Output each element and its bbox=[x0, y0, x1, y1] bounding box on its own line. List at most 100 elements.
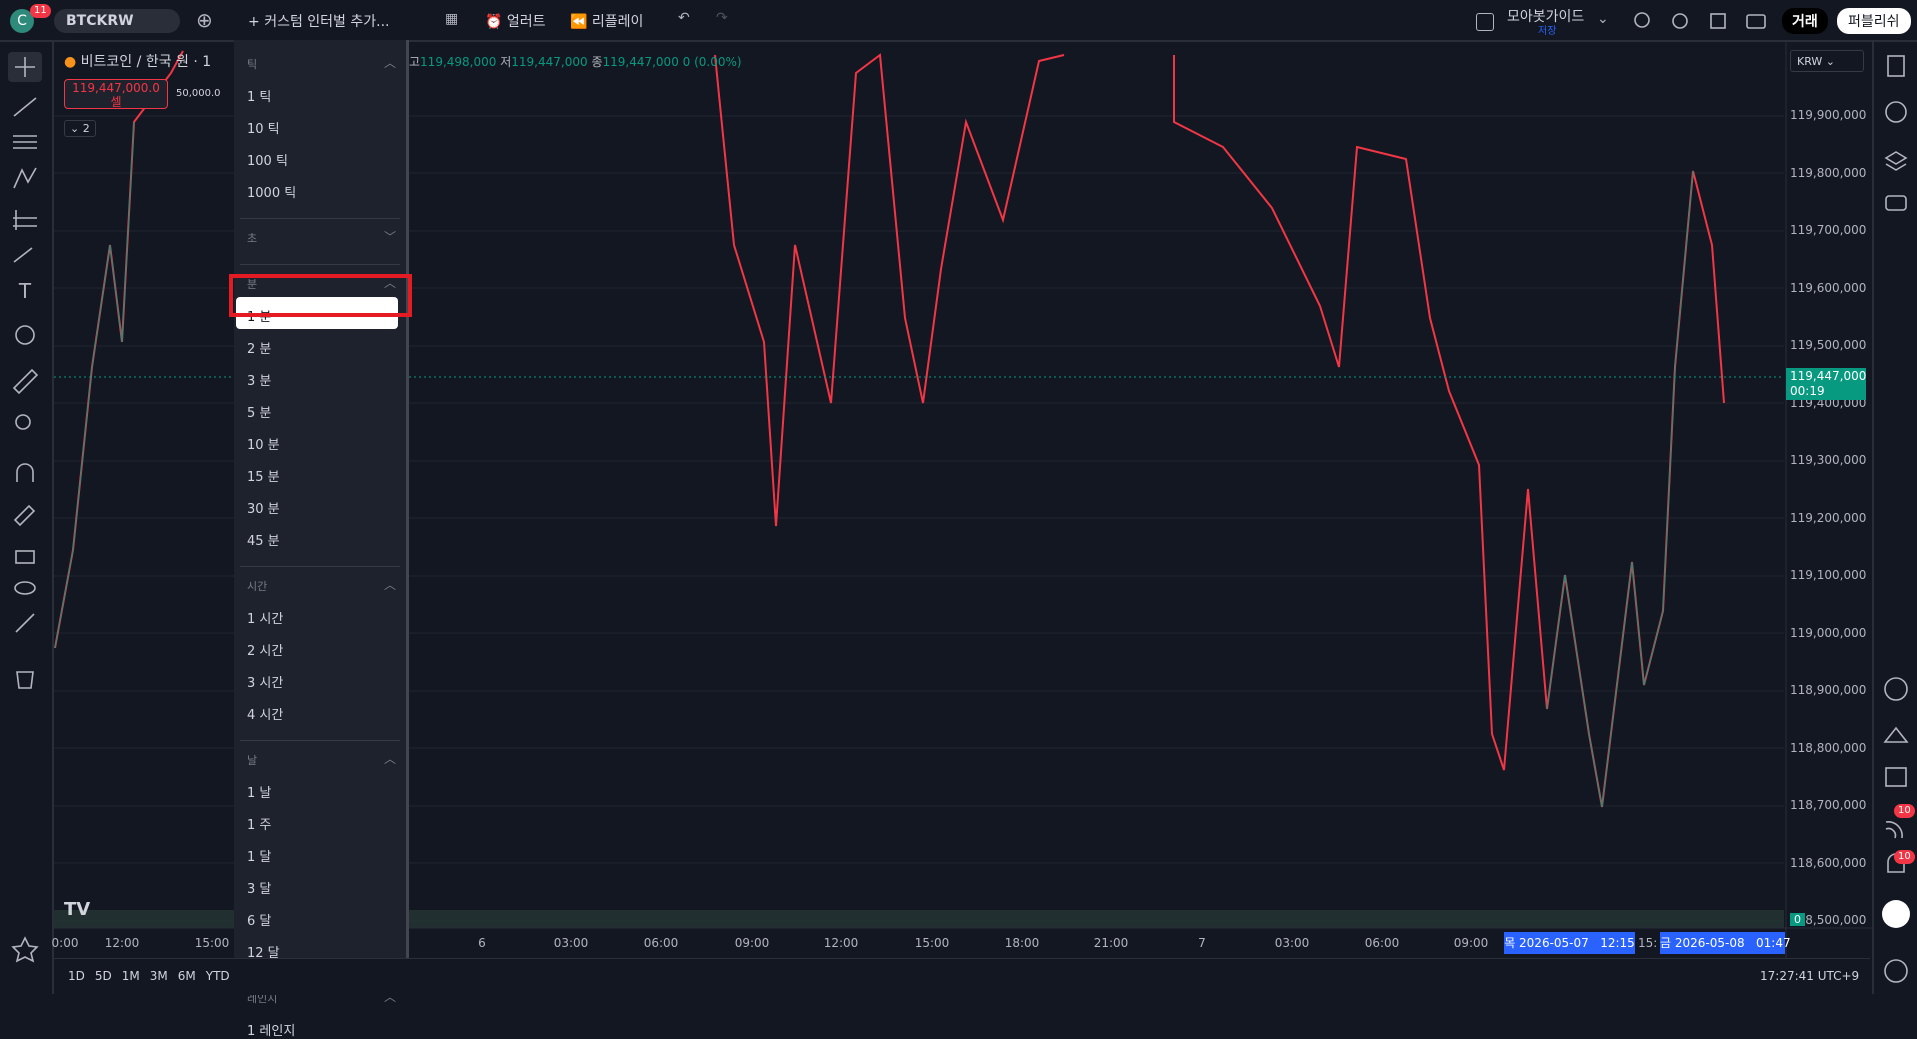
menu-item[interactable]: 6 달 bbox=[247, 914, 272, 929]
forecast-tool[interactable] bbox=[13, 210, 37, 230]
menu-item[interactable]: 2 시간 bbox=[247, 644, 284, 659]
range-button[interactable]: 1M bbox=[121, 969, 140, 983]
chat-icon[interactable] bbox=[1885, 195, 1907, 211]
crosshair-tool[interactable] bbox=[15, 57, 35, 77]
range-button[interactable]: 1D bbox=[68, 969, 85, 983]
menu-item[interactable]: 10 틱 bbox=[247, 122, 280, 137]
trade-button[interactable]: 거래 bbox=[1782, 8, 1828, 34]
undo-button[interactable]: ↶ bbox=[678, 10, 690, 26]
compare-button[interactable]: ⊕ bbox=[196, 8, 213, 32]
sell-button[interactable]: 119,447,000.0 셀 bbox=[64, 79, 168, 109]
lock-tool[interactable] bbox=[15, 550, 35, 564]
section-chevron[interactable]: ︿ bbox=[384, 752, 397, 766]
alerts-icon[interactable] bbox=[1885, 101, 1907, 123]
layout-checkbox[interactable] bbox=[1476, 13, 1494, 31]
replay-button[interactable]: ⏪ 리플레이 bbox=[570, 14, 644, 30]
right-sidebar: 10 10 bbox=[1872, 42, 1917, 994]
menu-item[interactable]: 3 분 bbox=[247, 374, 272, 389]
menu-item[interactable]: 12 달 bbox=[247, 946, 280, 961]
menu-item[interactable]: 3 시간 bbox=[247, 676, 284, 691]
fib-tool[interactable] bbox=[13, 135, 37, 149]
watchlist-icon[interactable] bbox=[1887, 55, 1905, 77]
ideas-icon[interactable] bbox=[1883, 726, 1909, 743]
text-tool[interactable]: T bbox=[18, 279, 32, 303]
time-tick-label: 6 bbox=[478, 936, 486, 950]
menu-item[interactable]: 15 분 bbox=[247, 470, 280, 485]
magnet-tool[interactable] bbox=[16, 463, 34, 482]
search-icon[interactable] bbox=[1634, 12, 1650, 28]
section-chevron[interactable]: ︿ bbox=[384, 276, 397, 290]
menu-item[interactable]: 1 시간 bbox=[247, 612, 284, 627]
menu-item[interactable]: 1 날 bbox=[247, 786, 272, 801]
range-buttons: 1D 5D 1M 3M 6M YTD bbox=[68, 969, 240, 983]
section-chevron[interactable]: ︿ bbox=[384, 56, 397, 70]
currency-select[interactable]: KRW ⌄ bbox=[1790, 50, 1864, 72]
menu-item[interactable]: 30 분 bbox=[247, 502, 280, 517]
range-button[interactable]: 3M bbox=[149, 969, 168, 983]
emoji-tool[interactable] bbox=[15, 325, 35, 345]
stream-icon[interactable] bbox=[1885, 821, 1903, 839]
layout-name[interactable]: 모아봇가이드 bbox=[1507, 9, 1585, 25]
current-price: 119,447,000 bbox=[1790, 369, 1867, 383]
layout-menu[interactable]: ⌄ bbox=[1597, 11, 1609, 27]
layers-icon[interactable] bbox=[1884, 151, 1908, 171]
layout-button[interactable]: ▦ bbox=[445, 11, 459, 27]
indicator-collapse[interactable]: ⌄ 2 bbox=[64, 120, 96, 137]
settings-icon[interactable] bbox=[1672, 13, 1688, 29]
menu-divider bbox=[240, 264, 400, 265]
price-tick-label: 118,800,000 bbox=[1790, 740, 1867, 755]
hide-tool[interactable] bbox=[14, 581, 36, 595]
menu-item[interactable]: 2 분 bbox=[247, 342, 272, 357]
menu-item[interactable]: 4 시간 bbox=[247, 708, 284, 723]
menu-item[interactable]: 45 분 bbox=[247, 534, 280, 549]
range-button[interactable]: 5D bbox=[94, 969, 112, 983]
watchlist-star[interactable] bbox=[11, 936, 39, 963]
alert-button[interactable]: ⏰ 얼러트 bbox=[485, 14, 546, 30]
section-chevron[interactable]: ︿ bbox=[384, 578, 397, 592]
apps-icon[interactable] bbox=[1882, 900, 1910, 928]
link-tool[interactable] bbox=[15, 613, 35, 633]
alert-text: 얼러트 bbox=[506, 14, 546, 30]
publish-button[interactable]: 퍼블리쉬 bbox=[1837, 8, 1911, 34]
calendar-icon[interactable] bbox=[1885, 767, 1907, 787]
symbol-search[interactable]: BTCKRW bbox=[54, 9, 180, 33]
low-value: 119,447,000 bbox=[511, 55, 588, 69]
menu-item[interactable]: 1000 틱 bbox=[247, 186, 297, 201]
high-label: 고 bbox=[409, 55, 421, 69]
sidebar-icons bbox=[1882, 55, 1910, 983]
price-tick-label: 119,800,000 bbox=[1790, 165, 1867, 180]
menu-item[interactable]: 1 틱 bbox=[247, 90, 272, 105]
menu-item[interactable]: 3 달 bbox=[247, 882, 272, 897]
range-button[interactable]: YTD bbox=[205, 969, 230, 983]
crosshair-start: 목 2026-05-07 12:15 bbox=[1504, 932, 1635, 954]
toolbar-icons bbox=[1634, 12, 1766, 29]
menu-section-title: 틱 bbox=[247, 58, 258, 71]
stay-drawing-tool[interactable] bbox=[13, 504, 36, 527]
clock: 17:27:41 UTC+9 bbox=[1760, 969, 1860, 983]
menu-item[interactable]: 1 달 bbox=[247, 850, 272, 865]
fullscreen-icon[interactable] bbox=[1710, 13, 1726, 29]
ruler-tool[interactable] bbox=[12, 368, 39, 395]
notification-badge: 10 bbox=[1894, 850, 1915, 864]
section-chevron[interactable]: ﹀ bbox=[384, 230, 397, 244]
delete-tool[interactable] bbox=[16, 671, 34, 689]
pattern-tool[interactable] bbox=[13, 167, 37, 189]
volume-band bbox=[54, 910, 1784, 928]
layout-status: 저장 bbox=[1538, 26, 1557, 37]
time-tick-label: 15:00 bbox=[194, 936, 230, 950]
help-icon[interactable] bbox=[1884, 959, 1908, 983]
menu-item[interactable]: 100 틱 bbox=[247, 154, 288, 169]
brush-tool[interactable] bbox=[13, 247, 33, 263]
range-button[interactable]: 6M bbox=[177, 969, 196, 983]
dom-icon[interactable] bbox=[1884, 677, 1908, 701]
redo-button[interactable]: ↷ bbox=[716, 10, 728, 26]
menu-item[interactable]: 1 주 bbox=[247, 818, 272, 833]
add-interval-button[interactable]: + 커스텀 인터벌 추가... bbox=[248, 14, 390, 30]
snapshot-icon[interactable] bbox=[1746, 14, 1766, 29]
zoom-tool[interactable] bbox=[15, 414, 31, 430]
trendline-tool[interactable] bbox=[13, 97, 37, 117]
menu-item[interactable]: 5 분 bbox=[247, 406, 272, 421]
menu-item[interactable]: 10 분 bbox=[247, 438, 280, 453]
menu-item[interactable]: 1 레인지 bbox=[247, 1024, 296, 1039]
